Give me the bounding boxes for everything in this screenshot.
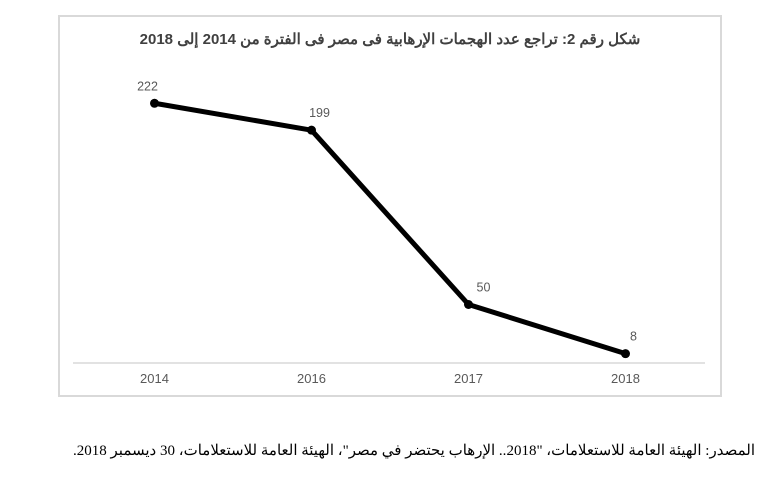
source-caption: المصدر: الهيئة العامة للاستعلامات، "2018… [73, 443, 755, 459]
chart-title: شكل رقم 2: تراجع عدد الهجمات الإرهابية ف… [139, 31, 641, 48]
chart-container: شكل رقم 2: تراجع عدد الهجمات الإرهابية ف… [58, 15, 722, 397]
